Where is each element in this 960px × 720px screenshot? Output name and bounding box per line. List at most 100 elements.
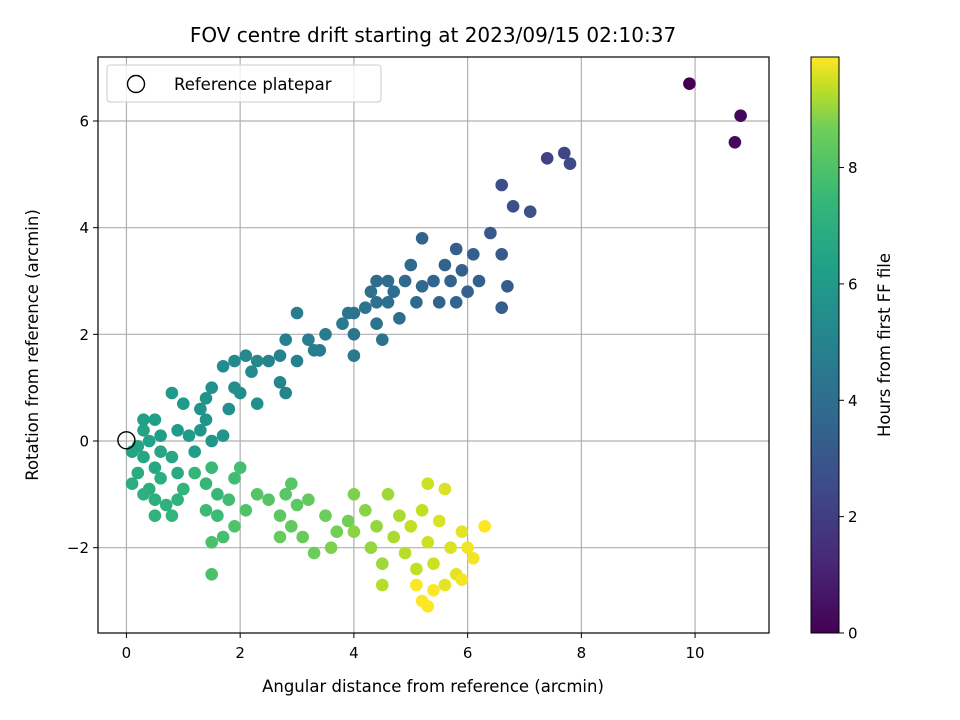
data-point <box>279 333 293 347</box>
data-point <box>245 365 258 379</box>
y-axis-ticks: −2 0 2 4 6 <box>67 113 98 557</box>
data-point <box>273 376 287 389</box>
data-point <box>165 386 179 400</box>
data-point <box>455 264 469 277</box>
data-points <box>125 77 747 613</box>
legend-marker <box>126 74 146 94</box>
data-point <box>540 152 554 165</box>
data-point <box>222 402 236 416</box>
data-point <box>398 274 412 288</box>
y-axis-label: Rotation from reference (arcmin) <box>23 209 42 481</box>
data-point <box>273 509 287 522</box>
data-point <box>387 285 401 299</box>
data-point <box>432 296 446 309</box>
data-point <box>165 509 179 522</box>
data-point <box>228 472 241 485</box>
data-point <box>376 578 389 592</box>
data-point <box>177 397 190 411</box>
data-point <box>262 354 275 368</box>
data-point <box>455 525 469 538</box>
data-point <box>171 493 184 507</box>
data-point <box>182 429 196 443</box>
colorbar <box>810 56 840 634</box>
data-point <box>148 493 162 507</box>
data-point <box>455 573 469 586</box>
x-tick-label: 6 <box>463 644 473 662</box>
reference-marker <box>117 431 136 450</box>
data-point <box>154 445 167 459</box>
data-point <box>506 200 520 213</box>
data-point <box>393 509 406 522</box>
data-point <box>472 274 486 288</box>
data-point <box>336 317 349 331</box>
data-point <box>205 536 218 549</box>
colorbar-tick-label: 6 <box>848 275 858 293</box>
data-point <box>154 429 167 443</box>
data-point <box>250 488 264 501</box>
data-point <box>148 509 162 522</box>
data-point <box>387 530 401 544</box>
data-point <box>211 488 224 501</box>
data-point <box>364 285 378 299</box>
data-point <box>347 488 361 501</box>
data-point <box>421 600 435 613</box>
data-point <box>239 504 253 517</box>
data-point <box>563 157 577 170</box>
data-point <box>438 578 452 592</box>
data-point <box>347 525 361 538</box>
data-point <box>216 530 230 544</box>
data-point <box>347 328 361 341</box>
data-point <box>250 397 264 411</box>
colorbar-tick-label: 2 <box>848 508 858 526</box>
data-point <box>364 541 378 554</box>
data-point <box>262 493 275 507</box>
data-point <box>319 328 332 341</box>
data-point <box>154 472 167 485</box>
data-point <box>421 536 435 549</box>
data-point <box>359 301 372 315</box>
data-point <box>137 450 150 464</box>
data-point <box>495 178 509 192</box>
data-point <box>484 226 497 240</box>
data-point <box>205 568 218 581</box>
data-point <box>250 354 264 368</box>
data-point <box>370 296 383 309</box>
data-point <box>228 354 241 368</box>
data-point <box>165 450 179 464</box>
legend-label: Reference platepar <box>174 75 332 94</box>
data-point <box>199 477 213 491</box>
data-point <box>427 557 440 570</box>
data-point <box>148 461 162 475</box>
data-point <box>199 392 213 405</box>
data-point <box>381 488 395 501</box>
data-point <box>148 413 162 427</box>
data-point <box>296 530 310 544</box>
data-point <box>142 434 156 448</box>
data-point <box>273 349 287 363</box>
data-point <box>319 509 332 522</box>
data-point <box>125 477 139 491</box>
x-axis-ticks: 0 2 4 6 8 10 <box>122 633 705 662</box>
data-point <box>233 461 247 475</box>
data-point <box>285 477 298 491</box>
data-point <box>370 317 383 331</box>
data-point <box>188 466 201 480</box>
data-point <box>415 232 429 245</box>
colorbar-tick-label: 0 <box>848 625 858 643</box>
legend: Reference platepar <box>106 64 382 103</box>
data-point <box>324 541 338 554</box>
y-tick-label: 2 <box>79 326 89 344</box>
data-point <box>341 306 355 320</box>
data-point <box>467 552 480 565</box>
data-point <box>285 520 298 533</box>
data-point <box>290 498 304 512</box>
y-tick-label: 0 <box>79 433 89 451</box>
data-point <box>495 301 509 315</box>
data-point <box>376 333 389 347</box>
data-point <box>683 77 696 90</box>
data-point <box>137 488 150 501</box>
data-point <box>205 461 218 475</box>
data-point <box>131 466 145 480</box>
data-point <box>501 280 514 293</box>
